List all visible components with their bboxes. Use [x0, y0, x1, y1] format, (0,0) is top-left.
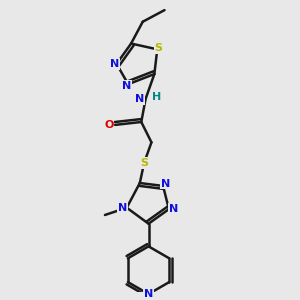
Text: S: S [155, 43, 163, 53]
Text: N: N [122, 81, 131, 91]
Text: N: N [118, 203, 127, 213]
Text: N: N [144, 289, 153, 299]
Text: S: S [140, 158, 148, 168]
Text: N: N [110, 59, 119, 69]
Text: O: O [104, 120, 113, 130]
Text: N: N [169, 204, 178, 214]
Text: N: N [135, 94, 145, 104]
Text: H: H [152, 92, 161, 102]
Text: N: N [161, 178, 171, 189]
